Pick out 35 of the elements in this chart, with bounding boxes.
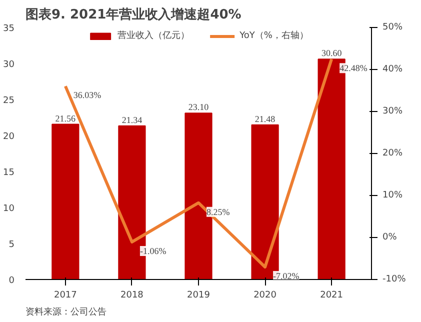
x-tick-label: 2018: [120, 290, 144, 300]
y-tick-label: 0: [8, 276, 15, 286]
y-tick-label: 25: [3, 96, 14, 106]
bar: [52, 124, 80, 280]
data-label: -7.02%: [273, 270, 300, 281]
y2-tick-label: 20%: [382, 148, 403, 158]
y2-tick-label: 40%: [382, 64, 403, 74]
y-tick-label: 35: [3, 24, 14, 34]
y2-tick-label: -10%: [382, 274, 406, 284]
x-tick-label: 2019: [187, 290, 210, 300]
x-tick-label: 2021: [320, 290, 344, 300]
y2-tick-label: 30%: [382, 106, 403, 116]
data-label: 8.25%: [206, 206, 230, 217]
x-tick-label: 2017: [54, 290, 77, 300]
data-label: 36.03%: [73, 90, 102, 100]
data-label: 21.34: [122, 114, 143, 125]
y2-tick-label: 50%: [382, 22, 403, 32]
y2-tick-label: 10%: [382, 190, 403, 200]
data-label: 30.60: [321, 48, 342, 58]
data-label: -1.06%: [140, 246, 167, 256]
chart-title: 图表9. 2021年营业收入增速超40%: [26, 6, 242, 22]
legend-label: 营业收入（亿元）: [118, 30, 190, 42]
legend-label: YoY（%，右轴）: [240, 30, 308, 42]
y-tick-label: 20: [3, 132, 15, 142]
y-tick-label: 15: [3, 168, 14, 178]
data-label: 23.10: [188, 102, 210, 112]
x-tick-label: 2020: [254, 290, 277, 300]
data-label: 21.48: [254, 114, 276, 124]
text: 资料来源：公司公告: [26, 306, 106, 318]
y-tick-label: 5: [8, 240, 15, 250]
y-tick-label: 10: [3, 204, 15, 214]
y2-tick-label: 0%: [382, 232, 398, 242]
data-label: 42.48%: [340, 63, 368, 74]
data-label: 21.56: [55, 113, 76, 124]
y-tick-label: 30: [3, 60, 15, 70]
